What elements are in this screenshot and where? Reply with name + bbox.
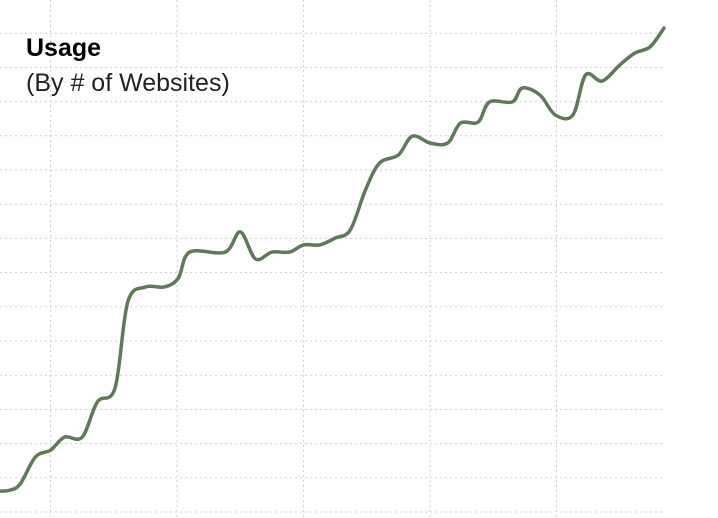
- chart-title: Usage: [26, 34, 101, 62]
- chart-subtitle: (By # of Websites): [26, 69, 230, 97]
- plot: [0, 26, 666, 493]
- line: [0, 26, 666, 493]
- grid: [0, 0, 664, 518]
